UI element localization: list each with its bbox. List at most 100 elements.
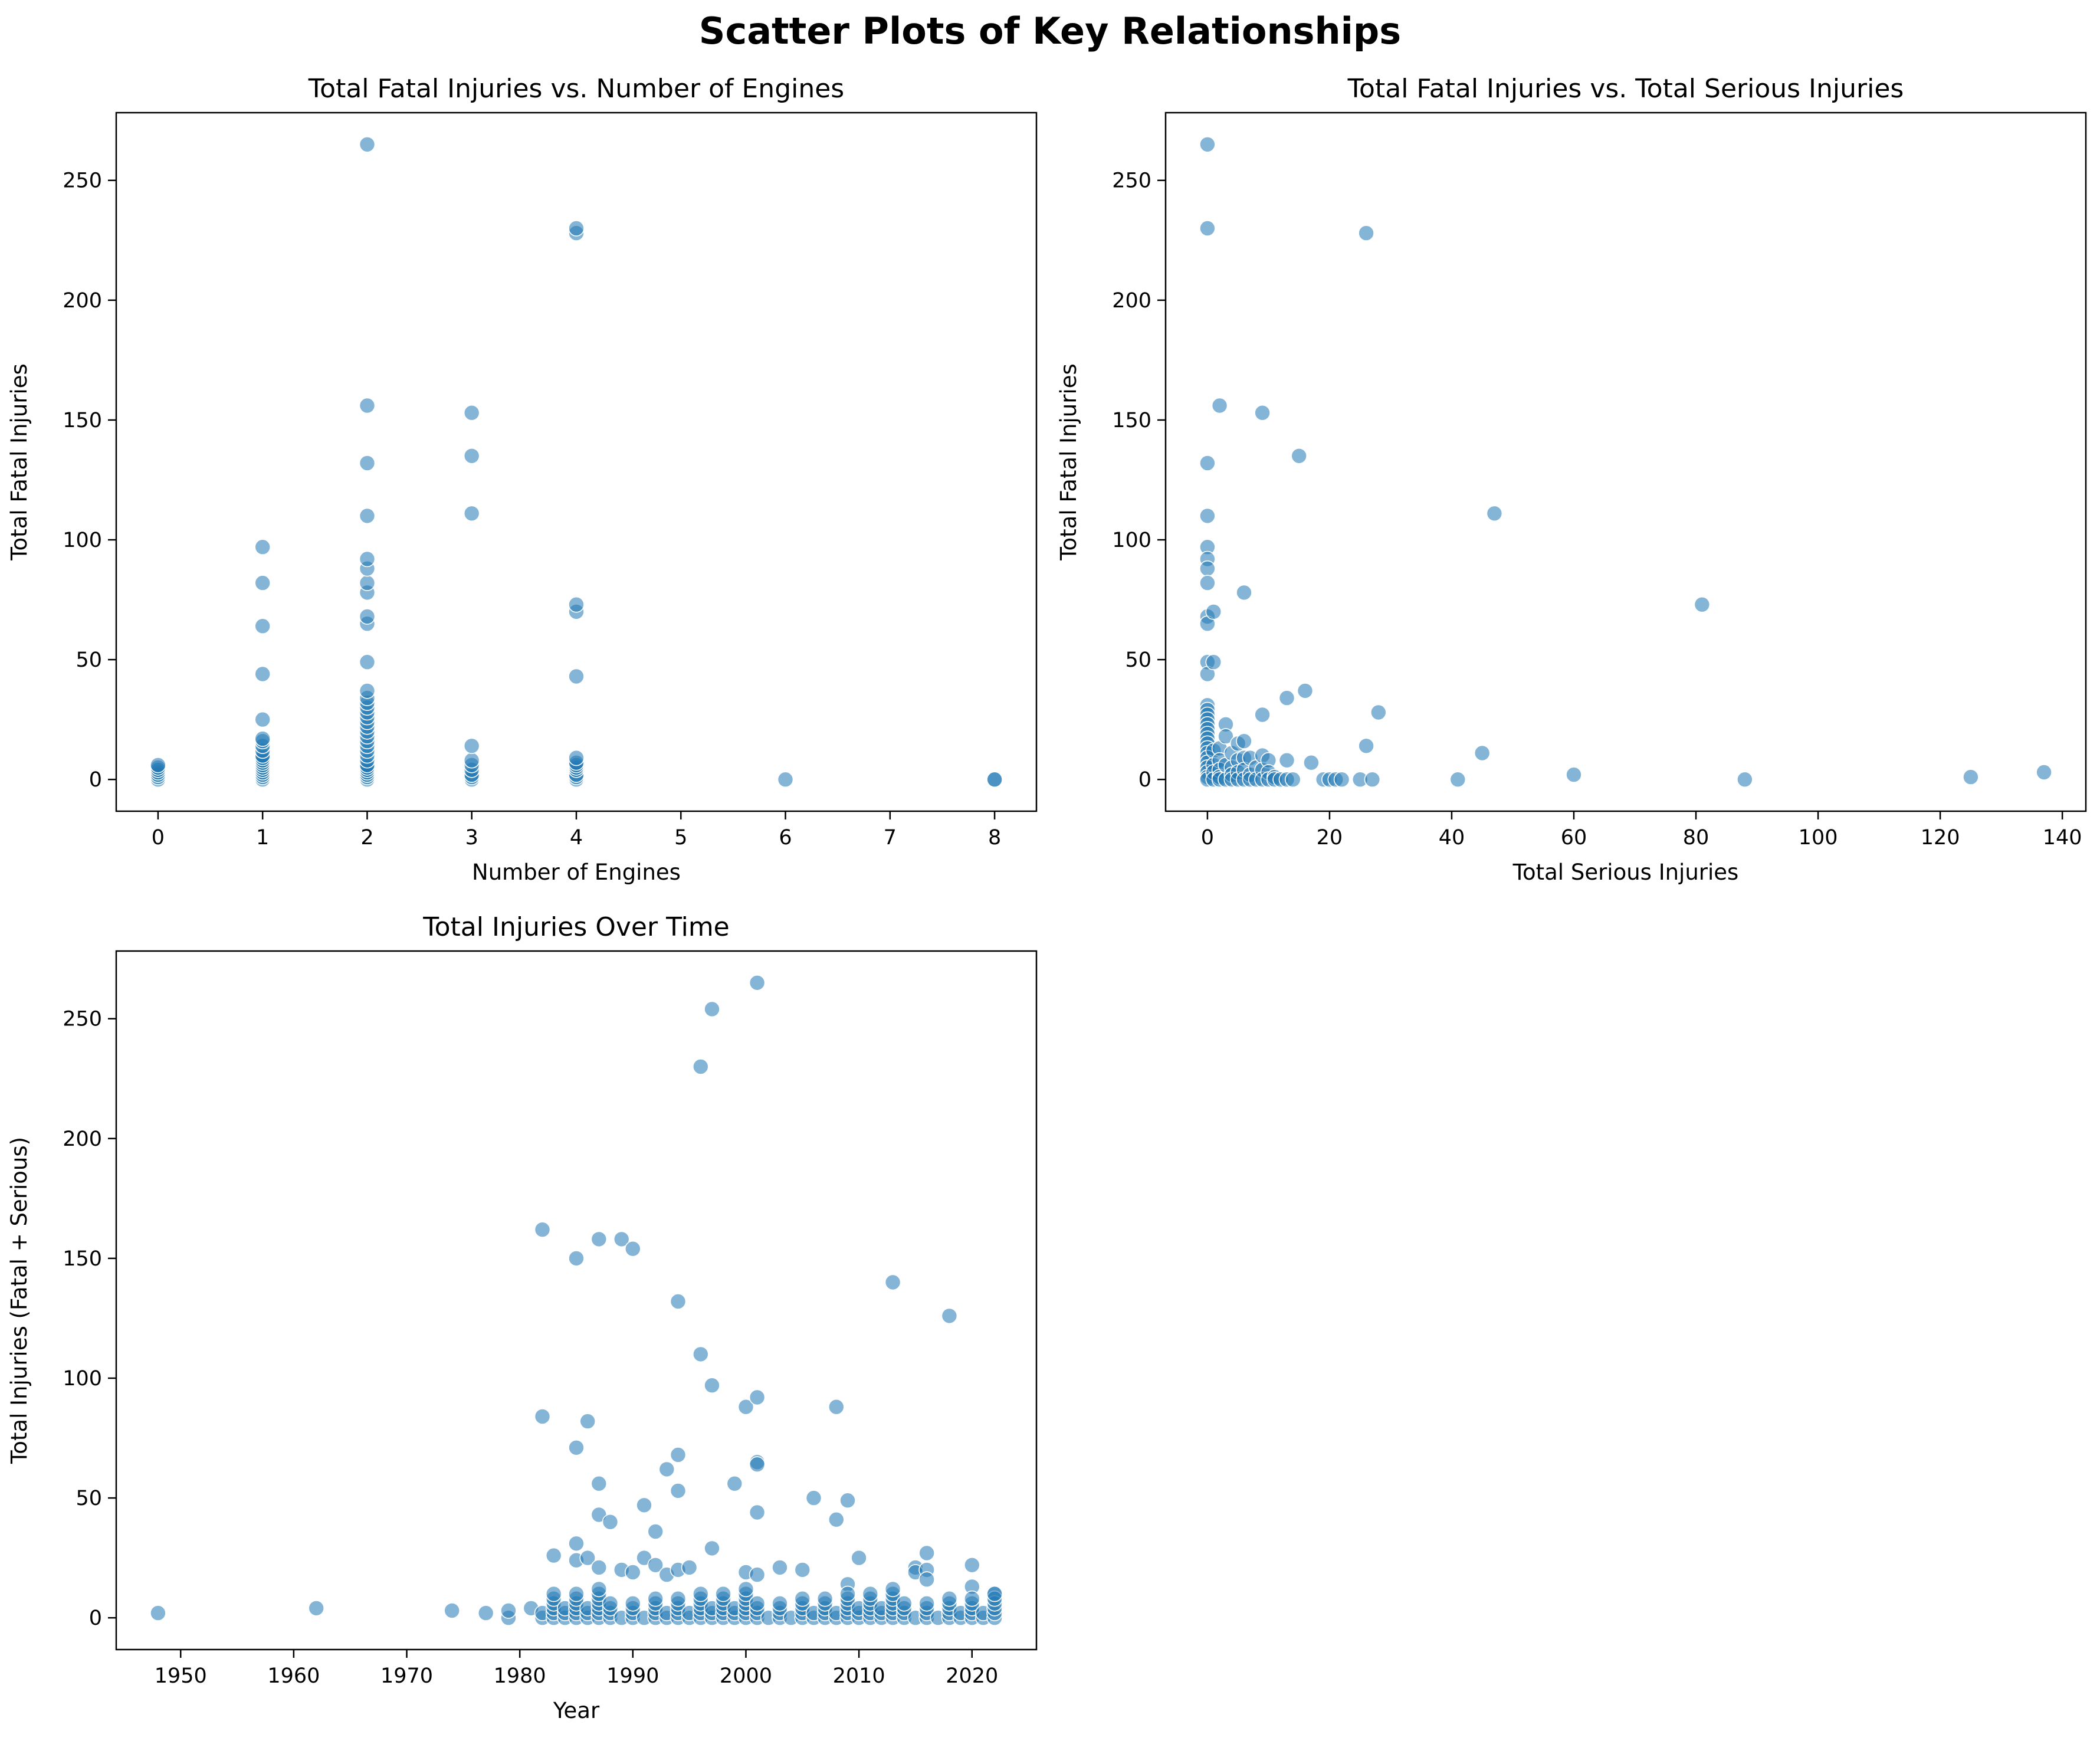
data-point [884, 1581, 901, 1598]
data-point [359, 575, 376, 591]
data-point [463, 404, 480, 421]
data-point [1963, 769, 1979, 785]
data-point [602, 1595, 619, 1612]
data-point [715, 1585, 731, 1602]
data-point [704, 1001, 720, 1018]
data-point [918, 1595, 935, 1612]
data-point [359, 608, 376, 625]
x-tick-label: 7 [884, 826, 897, 850]
data-point [477, 1605, 494, 1621]
y-tick-label: 150 [1112, 409, 1151, 432]
data-point [851, 1549, 867, 1566]
plot-frame [115, 112, 1038, 812]
data-point [658, 1461, 675, 1478]
data-points [150, 136, 1003, 788]
y-axis-label: Total Injuries (Fatal + Serious) [6, 1137, 32, 1464]
data-point [590, 1581, 608, 1598]
x-tick-label: 120 [1921, 826, 1960, 850]
y-tick-label: 250 [63, 169, 102, 193]
y-tick-label: 50 [76, 648, 102, 672]
y-axis-label: Total Fatal Injuries [1056, 363, 1081, 561]
x-tick-label: 20 [1317, 826, 1343, 850]
x-tick-label: 5 [674, 826, 687, 850]
data-point [625, 1595, 641, 1612]
data-point [1218, 728, 1234, 745]
data-point [545, 1547, 562, 1564]
data-point [1358, 737, 1374, 755]
x-tick-label: 2010 [833, 1664, 885, 1688]
data-point [1737, 771, 1753, 788]
data-point [150, 1605, 166, 1621]
data-point [1297, 683, 1314, 699]
y-tick-label: 250 [63, 1008, 102, 1031]
data-point [941, 1590, 958, 1607]
data-point [941, 1307, 958, 1324]
x-tick-label: 40 [1439, 826, 1465, 850]
data-point [590, 1559, 608, 1576]
data-point [704, 1540, 720, 1557]
data-point [839, 1492, 856, 1509]
data-point [359, 507, 376, 524]
x-tick-label: 1990 [606, 1664, 659, 1688]
data-point [568, 1250, 585, 1267]
x-tick-label: 3 [465, 826, 478, 850]
x-tick-label: 100 [1799, 826, 1838, 850]
data-point [1291, 447, 1307, 464]
data-point [647, 1557, 664, 1573]
data-point [986, 771, 1003, 788]
data-point [602, 1513, 619, 1530]
x-tick-label: 6 [779, 826, 792, 850]
y-tick-label: 250 [1112, 169, 1151, 193]
data-point [254, 575, 271, 591]
data-point [1199, 507, 1216, 524]
data-point [772, 1595, 788, 1612]
x-tick-label: 4 [570, 826, 583, 850]
serious-injuries-scatter-panel: Total Fatal Injuries vs. Total Serious I… [1056, 74, 2087, 885]
x-axis-label: Number of Engines [472, 860, 681, 885]
data-point [749, 1595, 766, 1612]
chart-title: Total Fatal Injuries vs. Total Serious I… [1347, 74, 1904, 104]
data-point [568, 749, 585, 766]
data-point [794, 1590, 811, 1607]
data-point [625, 1564, 641, 1581]
x-tick-label: 140 [2043, 826, 2082, 850]
data-point [1474, 745, 1491, 762]
data-point [1254, 706, 1271, 723]
data-point [254, 539, 271, 556]
y-tick-label: 100 [1112, 529, 1151, 552]
data-point [693, 1346, 709, 1363]
data-point [1199, 575, 1216, 591]
data-point [1694, 596, 1711, 613]
data-point [1364, 771, 1381, 788]
x-axis-label: Year [553, 1698, 600, 1723]
x-tick-label: 2020 [946, 1664, 998, 1688]
data-point [1370, 704, 1387, 721]
x-tick-label: 8 [988, 826, 1001, 850]
data-point [839, 1585, 856, 1602]
chart-title: Total Fatal Injuries vs. Number of Engin… [308, 74, 844, 104]
x-axis-label: Total Serious Injuries [1512, 860, 1739, 885]
data-point [647, 1523, 664, 1540]
x-tick-label: 1970 [380, 1664, 433, 1688]
data-point [568, 1585, 585, 1602]
data-point [749, 975, 766, 991]
data-point [1199, 560, 1216, 577]
data-point [568, 668, 585, 685]
x-tick-label: 0 [152, 826, 165, 850]
data-points [150, 975, 1003, 1626]
y-tick-label: 0 [1138, 768, 1151, 792]
data-point [862, 1585, 879, 1602]
data-point [805, 1490, 822, 1506]
y-axis-label: Total Fatal Injuries [6, 363, 32, 561]
data-point [828, 1511, 845, 1528]
data-point [359, 455, 376, 471]
injuries-over-time-panel: Total Injuries Over Time 1950 1960 1970 1980… [6, 912, 1038, 1723]
x-tick-label: 0 [1201, 826, 1214, 850]
data-point [568, 1440, 585, 1456]
plot-frame [115, 950, 1038, 1651]
data-point [444, 1602, 461, 1619]
data-point [545, 1585, 562, 1602]
data-point [670, 1483, 687, 1499]
data-point [1303, 754, 1320, 771]
